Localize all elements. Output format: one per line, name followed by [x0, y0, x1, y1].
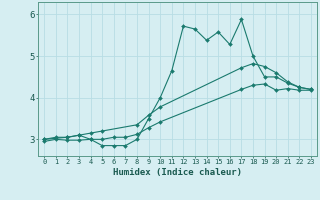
X-axis label: Humidex (Indice chaleur): Humidex (Indice chaleur)	[113, 168, 242, 177]
